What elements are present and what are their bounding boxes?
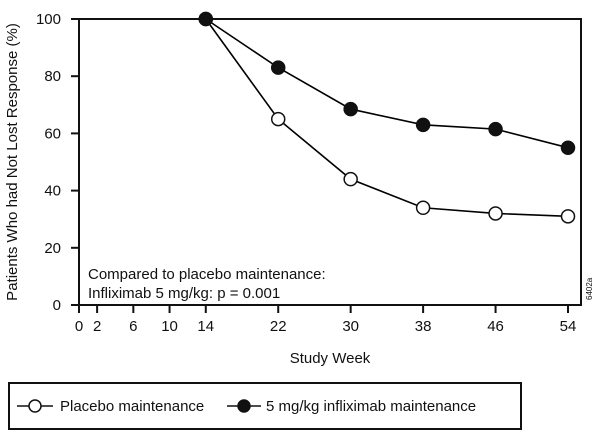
series-layer (198, 11, 576, 224)
x-tick-label: 38 (415, 318, 432, 335)
data-point-placebo (415, 200, 431, 216)
data-point-infliximab (198, 11, 214, 27)
x-tick-label: 54 (560, 318, 577, 335)
figure-code: 6402a (585, 277, 594, 300)
data-point-placebo (560, 209, 576, 224)
legend: Placebo maintenance 5 mg/kg infliximab m… (8, 382, 522, 430)
y-axis-title: Patients Who had Not Lost Response (%) (4, 23, 21, 301)
legend-item-placebo: Placebo maintenance (17, 398, 204, 415)
filled-circle-icon (237, 399, 251, 413)
data-point-infliximab (270, 60, 286, 75)
annotation-line-1: Compared to placebo maintenance: (88, 266, 326, 283)
data-point-infliximab (488, 121, 503, 137)
y-tick-label: 20 (44, 240, 61, 257)
x-tick-label: 22 (270, 318, 287, 335)
open-circle-icon (28, 399, 42, 413)
y-axis-ticks: 0 20 40 60 80 100 (36, 11, 79, 314)
data-point-placebo (488, 206, 503, 221)
x-tick-label: 2 (93, 318, 101, 335)
y-tick-label: 100 (36, 11, 61, 28)
data-point-infliximab (560, 140, 576, 155)
legend-box (8, 382, 522, 430)
x-tick-label: 6 (129, 318, 137, 335)
series-infliximab (205, 18, 569, 149)
data-point-placebo (343, 171, 358, 187)
y-tick-label: 0 (53, 297, 61, 314)
plot-frame (78, 18, 582, 306)
y-tick-label: 40 (44, 183, 61, 200)
x-tick-label: 0 (75, 318, 83, 335)
x-tick-label: 14 (197, 318, 214, 335)
x-axis-title: Study Week (290, 350, 371, 367)
x-axis-ticks: 0 2 6 10 14 22 30 38 46 54 (75, 305, 577, 335)
legend-label-placebo: Placebo maintenance (60, 398, 204, 415)
series-line-placebo (205, 18, 569, 218)
x-tick-label: 46 (487, 318, 504, 335)
series-line-infliximab (205, 18, 569, 149)
data-point-infliximab (415, 117, 431, 133)
series-placebo (205, 18, 569, 218)
y-tick-label: 80 (44, 68, 61, 85)
legend-item-infliximab: 5 mg/kg infliximab maintenance (227, 398, 476, 415)
annotation-line-2: Infliximab 5 mg/kg: p = 0.001 (88, 285, 280, 302)
x-tick-label: 30 (342, 318, 359, 335)
y-tick-label: 60 (44, 125, 61, 142)
legend-label-infliximab: 5 mg/kg infliximab maintenance (266, 398, 476, 415)
data-point-placebo (270, 111, 286, 127)
data-point-infliximab (343, 101, 358, 117)
x-tick-label: 10 (161, 318, 178, 335)
